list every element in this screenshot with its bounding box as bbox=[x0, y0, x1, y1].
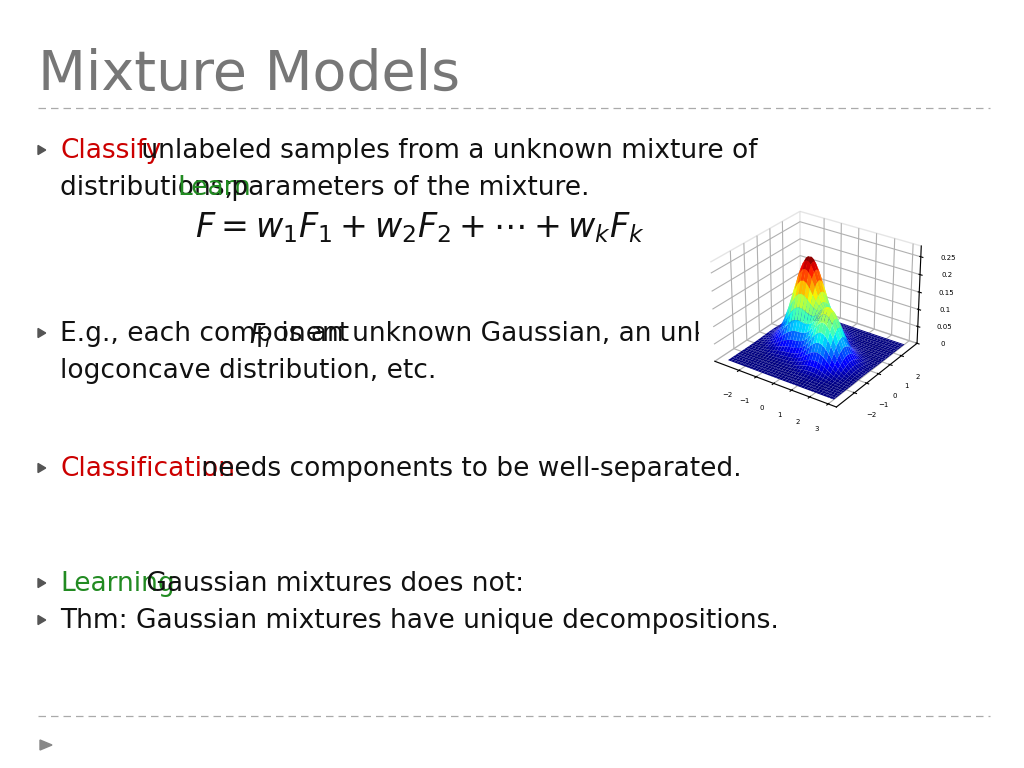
Text: Learn: Learn bbox=[177, 175, 251, 201]
Text: parameters of the mixture.: parameters of the mixture. bbox=[223, 175, 590, 201]
Text: E.g., each component: E.g., each component bbox=[60, 321, 357, 347]
Polygon shape bbox=[38, 145, 46, 154]
Text: distributions;: distributions; bbox=[60, 175, 242, 201]
Polygon shape bbox=[40, 740, 52, 750]
Text: logconcave distribution, etc.: logconcave distribution, etc. bbox=[60, 358, 436, 384]
Text: is an unknown Gaussian, an unknown: is an unknown Gaussian, an unknown bbox=[273, 321, 780, 347]
Text: Classification: Classification bbox=[60, 456, 234, 482]
Polygon shape bbox=[38, 615, 46, 624]
Text: Learning: Learning bbox=[60, 571, 175, 597]
Polygon shape bbox=[38, 329, 46, 338]
Text: Gaussian mixtures does not:: Gaussian mixtures does not: bbox=[138, 571, 524, 597]
Text: $F = w_1F_1 + w_2F_2 + \cdots + w_kF_k$: $F = w_1F_1 + w_2F_2 + \cdots + w_kF_k$ bbox=[195, 210, 645, 245]
Text: Mixture Models: Mixture Models bbox=[38, 48, 460, 102]
Text: Thm: Gaussian mixtures have unique decompositions.: Thm: Gaussian mixtures have unique decom… bbox=[60, 608, 779, 634]
Text: Classify: Classify bbox=[60, 138, 161, 164]
Polygon shape bbox=[38, 463, 46, 472]
Text: needs components to be well-separated.: needs components to be well-separated. bbox=[193, 456, 741, 482]
Text: unlabeled samples from a unknown mixture of: unlabeled samples from a unknown mixture… bbox=[133, 138, 758, 164]
Polygon shape bbox=[38, 578, 46, 588]
Text: $F_i$: $F_i$ bbox=[249, 321, 271, 349]
